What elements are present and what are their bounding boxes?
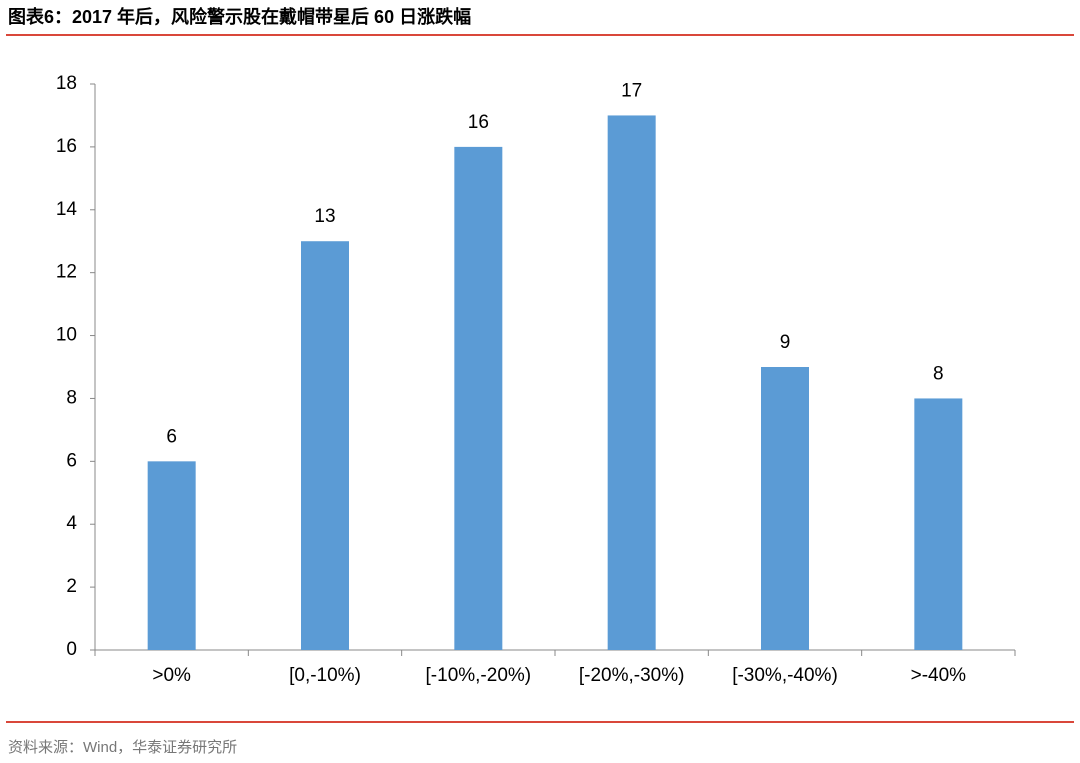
data-label: 16 [468, 112, 489, 133]
y-tick-label: 2 [66, 576, 77, 597]
x-tick-label: [-10%,-20%) [426, 665, 532, 686]
chart-title: 图表6：2017 年后，风险警示股在戴帽带星后 60 日涨跌幅 [8, 6, 471, 27]
x-tick-label: >0% [152, 665, 191, 686]
y-tick-label: 4 [66, 513, 77, 534]
y-tick-label: 16 [56, 136, 77, 157]
y-tick-label: 8 [66, 387, 77, 408]
data-label: 17 [621, 80, 642, 101]
x-tick-label: >-40% [911, 665, 967, 686]
y-tick-label: 12 [56, 262, 77, 283]
bar [607, 115, 656, 650]
y-tick-label: 14 [56, 199, 78, 220]
bar [147, 461, 196, 650]
bar [301, 241, 349, 650]
data-label: 6 [166, 426, 177, 447]
bar [454, 146, 503, 650]
source: 资料来源：Wind，华泰证券研究所 [8, 739, 237, 756]
y-tick-label: 6 [66, 450, 77, 471]
y-tick-label: 10 [56, 325, 77, 346]
x-tick-label: [0,-10%) [289, 665, 361, 686]
x-tick-label: [-30%,-40%) [732, 665, 838, 686]
data-label: 13 [314, 206, 335, 227]
data-label: 9 [780, 332, 791, 353]
y-tick-label: 18 [56, 73, 77, 94]
x-tick-label: [-20%,-30%) [579, 665, 685, 686]
bar [914, 398, 963, 650]
y-tick-label: 0 [66, 639, 77, 660]
bar [761, 367, 809, 650]
data-label: 8 [933, 363, 944, 384]
